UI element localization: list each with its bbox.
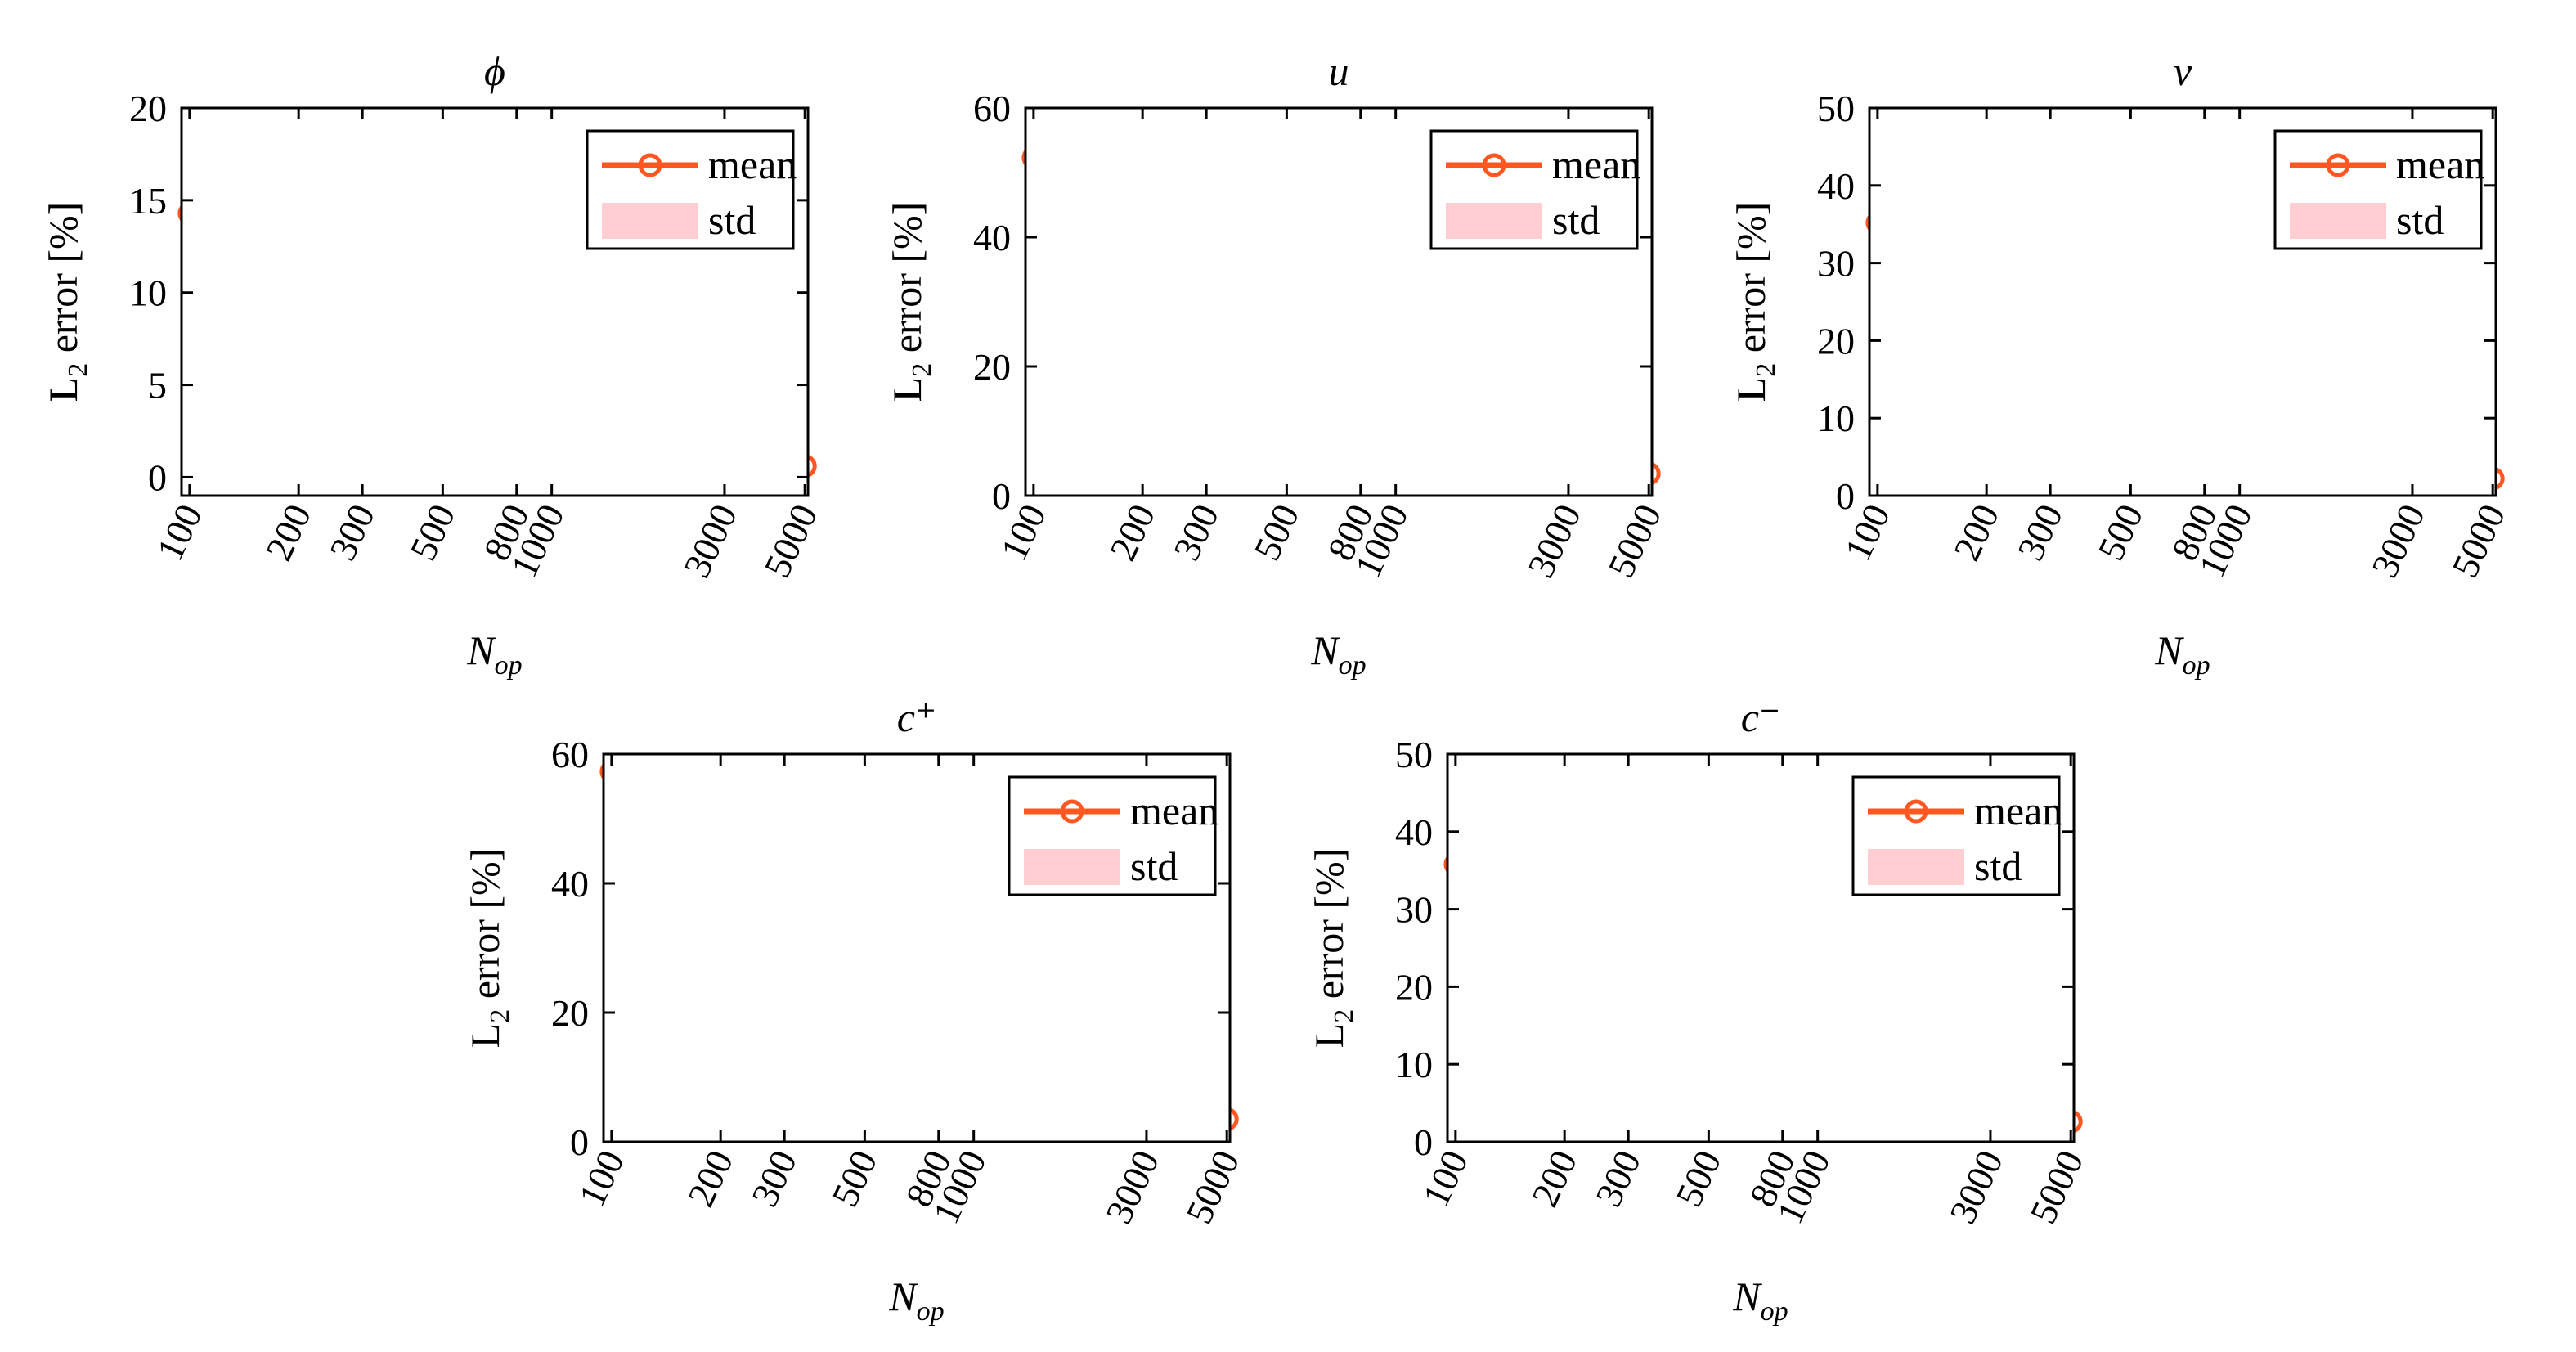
chart-5-xlabel: Nop [1732, 1273, 1788, 1327]
chart-5-xtick-label: 200 [1524, 1144, 1585, 1213]
chart-4-legend-std-swatch [1024, 849, 1120, 885]
chart-2-title: u [1329, 48, 1349, 94]
chart-5-legend-std-label: std [1974, 843, 2022, 889]
chart-1-ylabel: L2 error [%] [40, 202, 93, 402]
chart-1-title: ϕ [484, 48, 505, 94]
chart-5-legend-std-swatch [1868, 849, 1964, 885]
chart-4-xtick-label: 200 [680, 1144, 741, 1213]
chart-3-xtick-label: 3000 [2363, 498, 2433, 584]
chart-5-ytick-label: 10 [1395, 1044, 1433, 1085]
chart-5-xtick-label: 500 [1667, 1144, 1729, 1213]
chart-1-ytick-label: 15 [129, 180, 167, 222]
chart-5-ytick-label: 40 [1395, 811, 1433, 853]
chart-1-ytick-label: 10 [129, 272, 167, 314]
chart-4-ytick-label: 0 [570, 1121, 589, 1163]
chart-3-ytick-label: 20 [1817, 320, 1855, 362]
chart-3-ytick-label: 10 [1817, 398, 1855, 439]
chart-3-xlabel: Nop [2154, 627, 2210, 680]
chart-1-ytick-label: 0 [148, 456, 167, 498]
chart-3-ytick-label: 50 [1817, 88, 1855, 129]
chart-2-ytick-label: 20 [973, 346, 1011, 388]
chart-3-xtick-label: 5000 [2444, 498, 2513, 584]
chart-2-xtick-label: 200 [1102, 498, 1163, 567]
chart-3-legend-mean-marker [2326, 153, 2350, 177]
chart-4-xtick-label: 3000 [1097, 1144, 1167, 1230]
chart-1-ytick-label: 5 [148, 365, 167, 406]
chart-4-ytick-label: 20 [551, 992, 589, 1034]
chart-1-xtick-label: 300 [321, 498, 383, 567]
chart-2-legend-mean-marker [1482, 153, 1506, 177]
chart-2-xtick-label: 500 [1245, 498, 1307, 567]
chart-3-ytick-label: 0 [1836, 475, 1855, 517]
chart-4-ytick-label: 60 [551, 734, 589, 775]
chart-3-legend-mean-label: mean [2396, 141, 2484, 187]
chart-2-legend-mean-label: mean [1552, 141, 1640, 187]
chart-2-xlabel: Nop [1310, 627, 1366, 680]
chart-3-legend-std-swatch [2290, 203, 2386, 239]
chart-2-ytick-label: 60 [973, 88, 1011, 129]
chart-5-ytick-label: 50 [1395, 734, 1433, 775]
chart-3-legend: mean std [2273, 129, 2484, 250]
chart-3-ytick-label: 30 [1817, 243, 1855, 285]
chart-2-legend-std-swatch [1446, 203, 1542, 239]
chart-1-xtick-label: 500 [402, 498, 463, 567]
chart-4-title: c⁺ [897, 694, 937, 740]
chart-3-ytick-label: 40 [1817, 165, 1855, 207]
chart-3-xtick-label: 500 [2089, 498, 2151, 567]
chart-1-xtick-label: 200 [258, 498, 319, 567]
chart-1-legend-mean-marker [638, 153, 662, 177]
chart-5-xtick-label: 300 [1587, 1144, 1649, 1213]
chart-4-legend-mean-marker [1060, 799, 1084, 824]
chart-3-ylabel: L2 error [%] [1728, 202, 1781, 402]
chart-5-title: c⁻ [1741, 694, 1781, 740]
chart-1-ytick-label: 20 [129, 88, 167, 129]
chart-1-xtick-label: 5000 [756, 498, 825, 584]
chart-5-legend-mean-marker [1904, 799, 1928, 824]
chart-1-xtick-label: 3000 [675, 498, 745, 584]
chart-3-title: v [2174, 48, 2192, 94]
chart-3-xtick-label: 200 [1945, 498, 2007, 567]
chart-1-legend-std-label: std [708, 197, 756, 243]
chart-1-xlabel: Nop [466, 627, 522, 680]
chart-3-legend-std-label: std [2396, 197, 2444, 243]
chart-2-xtick-label: 300 [1165, 498, 1227, 567]
chart-4-xtick-label: 500 [824, 1144, 885, 1213]
chart-1-xtick-label: 100 [149, 498, 210, 567]
chart-5-ytick-label: 20 [1395, 966, 1433, 1008]
chart-5-xtick-label: 5000 [2022, 1144, 2091, 1230]
chart-2-ylabel: L2 error [%] [884, 202, 937, 402]
chart-2-xtick-label: 5000 [1600, 498, 1669, 584]
chart-1-legend: mean std [586, 129, 797, 250]
chart-5-xtick-label: 3000 [1941, 1144, 2011, 1230]
chart-3-xtick-label: 300 [2009, 498, 2071, 567]
chart-5-legend: mean std [1851, 775, 2062, 896]
chart-1-legend-mean-label: mean [708, 141, 797, 187]
chart-2-ytick-label: 40 [973, 217, 1011, 258]
chart-4-legend: mean std [1008, 775, 1218, 896]
chart-5-ytick-label: 30 [1395, 889, 1433, 931]
chart-2-xtick-label: 3000 [1519, 498, 1589, 584]
chart-4-xtick-label: 300 [743, 1144, 805, 1213]
chart-4-legend-std-label: std [1130, 843, 1178, 889]
chart-2-ytick-label: 0 [992, 475, 1011, 517]
chart-5-legend-mean-label: mean [1974, 788, 2062, 833]
chart-2-legend: mean std [1429, 129, 1640, 250]
chart-2-legend-std-label: std [1552, 197, 1600, 243]
chart-1-legend-std-swatch [602, 203, 698, 239]
chart-5-ytick-label: 0 [1414, 1121, 1433, 1163]
chart-5-ylabel: L2 error [%] [1306, 848, 1359, 1049]
chart-4-xlabel: Nop [888, 1273, 944, 1327]
chart-4-xtick-label: 5000 [1178, 1144, 1247, 1230]
chart-4-legend-mean-label: mean [1130, 788, 1218, 833]
chart-4-ytick-label: 40 [551, 863, 589, 905]
chart-4-ylabel: L2 error [%] [462, 848, 515, 1049]
